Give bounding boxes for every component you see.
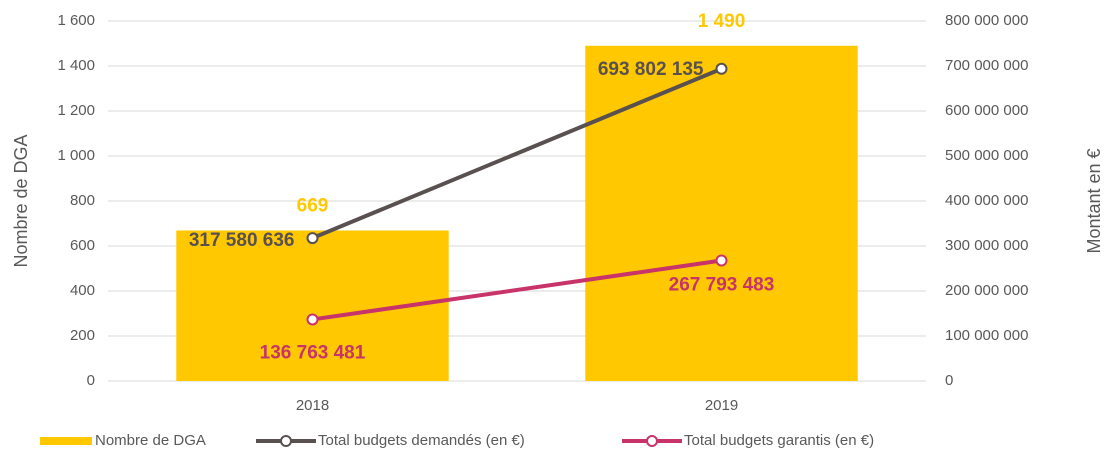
y-tick-label: 0 [87, 372, 95, 389]
y-axis-label: Nombre de DGA [11, 134, 31, 267]
bar [585, 45, 858, 381]
x-tick-label: 2019 [705, 397, 738, 414]
line-marker [715, 254, 728, 267]
line-value-label: 693 802 135 [598, 59, 704, 80]
y2-tick-label: 200 000 000 [945, 282, 1028, 299]
line-value-label: 136 763 481 [260, 342, 366, 363]
y2-axis-label: Montant en € [1084, 148, 1104, 253]
line-marker [306, 232, 319, 245]
y2-tick-label: 800 000 000 [945, 12, 1028, 29]
bar-value-label: 1 490 [698, 11, 746, 32]
y-tick-label: 1 000 [57, 147, 95, 164]
legend-swatch [40, 437, 92, 445]
line-marker [715, 62, 728, 75]
legend-label: Total budgets garantis (en €) [684, 432, 874, 449]
line-value-label: 267 793 483 [669, 275, 775, 296]
legend-marker [646, 435, 658, 447]
line [312, 258, 722, 322]
line-value-label: 317 580 636 [189, 230, 295, 251]
y-tick-label: 1 600 [57, 12, 95, 29]
y2-tick-label: 0 [945, 372, 953, 389]
bar-value-label: 669 [297, 195, 329, 216]
y2-tick-label: 300 000 000 [945, 237, 1028, 254]
y2-tick-label: 400 000 000 [945, 192, 1028, 209]
legend-marker [280, 435, 292, 447]
legend-label: Nombre de DGA [95, 432, 206, 449]
x-tick-label: 2018 [296, 397, 329, 414]
y-tick-label: 800 [70, 192, 95, 209]
y-tick-label: 200 [70, 327, 95, 344]
y2-tick-label: 100 000 000 [945, 327, 1028, 344]
y-tick-label: 1 200 [57, 102, 95, 119]
y2-tick-label: 600 000 000 [945, 102, 1028, 119]
line [311, 66, 723, 240]
legend-label: Total budgets demandés (en €) [318, 432, 525, 449]
y-tick-label: 400 [70, 282, 95, 299]
y-tick-label: 1 400 [57, 57, 95, 74]
line-marker [306, 313, 319, 326]
y2-tick-label: 700 000 000 [945, 57, 1028, 74]
y2-tick-label: 500 000 000 [945, 147, 1028, 164]
y-tick-label: 600 [70, 237, 95, 254]
